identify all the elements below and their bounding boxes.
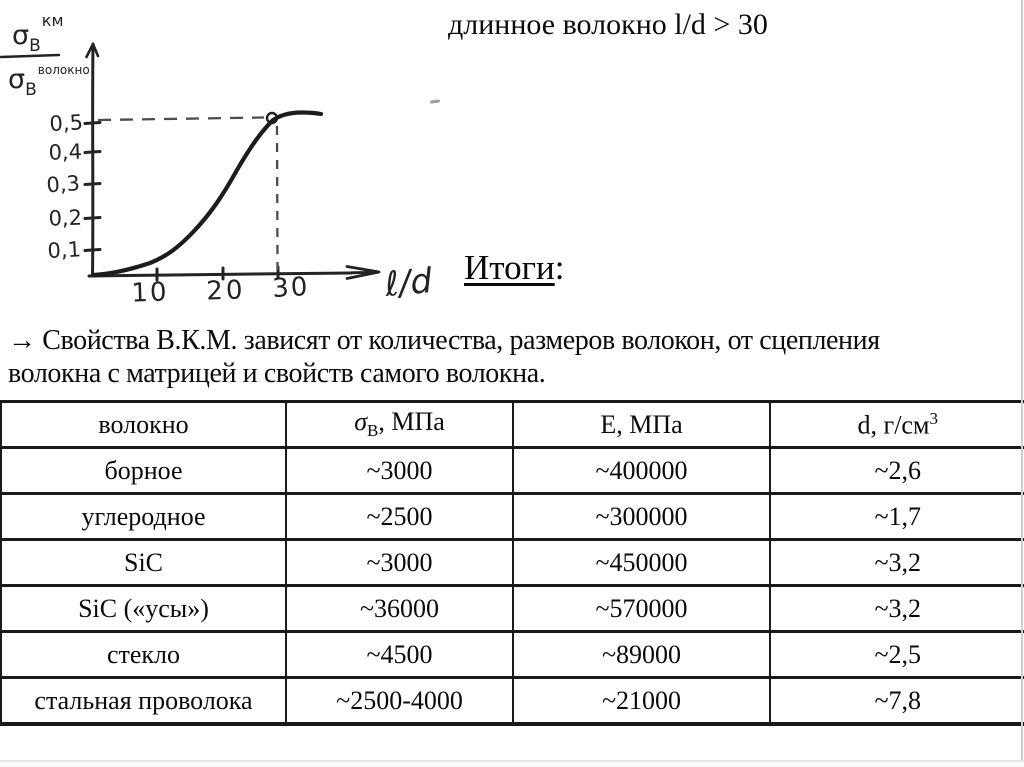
cell-density: ~2,5 xyxy=(769,630,1024,679)
table-header-row: волокно σВ, МПа Е, МПа d, г/см3 xyxy=(0,400,1024,449)
header-fiber: волокно xyxy=(0,400,287,449)
y-tick-label: 0,5 xyxy=(49,110,84,136)
cell-sigma: ~3000 xyxy=(285,446,514,495)
y-tick-label: 0,2 xyxy=(48,206,82,231)
header-density: d, г/см3 xyxy=(769,400,1024,449)
sigma-units: , МПа xyxy=(378,407,445,437)
cell-fiber: SiC («усы») xyxy=(0,584,287,633)
y-axis-arrowhead xyxy=(85,42,100,59)
cell-density: ~3,2 xyxy=(769,584,1024,633)
cell-sigma: ~2500-4000 xyxy=(285,676,514,726)
cell-fiber: стекло xyxy=(0,630,287,679)
y-axis-label-numerator: σВкм xyxy=(12,11,64,56)
summary-paragraph: → Свойства В.К.М. зависят от количества,… xyxy=(8,324,998,390)
x-axis-arrowhead xyxy=(345,265,381,280)
cell-fiber: SiC xyxy=(0,538,287,587)
chart-canvas: σВкм σВволокно xyxy=(0,11,434,309)
results-word: Итоги xyxy=(464,248,555,287)
y-axis-label-denominator: σВволокно xyxy=(8,63,90,100)
y-tick-marks xyxy=(83,121,102,252)
table-row: SiC («усы») ~36000 ~570000 ~3,2 xyxy=(0,584,1024,633)
results-colon: : xyxy=(554,248,565,287)
density-superscript: 3 xyxy=(929,408,938,428)
y-axis-label: σВкм σВволокно xyxy=(0,11,90,100)
x-axis-label: ℓ/d xyxy=(382,261,434,305)
table-row: углеродное ~2500 ~300000 ~1,7 xyxy=(0,492,1024,541)
y-tick-label: 0,1 xyxy=(47,237,82,263)
density-base: d, г/см xyxy=(857,410,930,440)
cell-sigma: ~4500 xyxy=(285,630,514,679)
cell-density: ~3,2 xyxy=(769,538,1024,587)
cell-fiber: борное xyxy=(0,446,287,495)
cell-modulus: ~450000 xyxy=(512,538,771,587)
cell-fiber: углеродное xyxy=(0,492,287,541)
cell-sigma: ~3000 xyxy=(285,538,514,587)
slide-right-edge xyxy=(1021,0,1023,767)
vertical-guide-dashed xyxy=(275,125,279,271)
sigma-subscript: В xyxy=(367,421,379,441)
cell-modulus: ~300000 xyxy=(512,492,771,541)
cell-modulus: ~89000 xyxy=(512,630,771,679)
slide-bottom-strip xyxy=(0,760,1024,767)
cell-sigma: ~2500 xyxy=(285,492,514,541)
hand-drawn-chart: σВкм σВволокно xyxy=(0,0,440,312)
x-tick-label: 20 xyxy=(206,275,246,306)
summary-line-1: → Свойства В.К.М. зависят от количества,… xyxy=(8,325,880,356)
x-tick-label: 10 xyxy=(131,277,169,308)
cell-modulus: ~400000 xyxy=(512,446,771,495)
table-row: SiC ~3000 ~450000 ~3,2 xyxy=(0,538,1024,587)
cell-fiber: стальная проволока xyxy=(0,676,287,726)
cell-modulus: ~21000 xyxy=(512,676,771,726)
fiber-properties-table: волокно σВ, МПа Е, МПа d, г/см3 борное ~… xyxy=(0,400,1024,726)
cell-density: ~2,6 xyxy=(769,446,1024,495)
results-heading: Итоги: xyxy=(464,248,564,288)
header-modulus: Е, МПа xyxy=(512,400,771,449)
y-tick-labels: 0,5 0,4 0,3 0,2 0,1 xyxy=(46,110,84,263)
header-sigma: σВ, МПа xyxy=(285,400,514,449)
cell-modulus: ~570000 xyxy=(512,584,771,633)
summary-line-2: волокна с матрицей и свойств самого воло… xyxy=(8,358,546,389)
table-row: стальная проволока ~2500-4000 ~21000 ~7,… xyxy=(0,676,1024,726)
y-tick-label: 0,3 xyxy=(46,171,81,197)
fraction-bar xyxy=(0,53,61,59)
saturation-curve xyxy=(91,110,324,278)
x-tick-label: 30 xyxy=(272,272,311,304)
slide-title: длинное волокно l/d > 30 xyxy=(448,8,768,41)
y-axis xyxy=(91,42,95,278)
cell-density: ~7,8 xyxy=(769,676,1024,726)
cell-density: ~1,7 xyxy=(769,492,1024,541)
y-tick-label: 0,4 xyxy=(48,140,82,165)
table-row: стекло ~4500 ~89000 ~2,5 xyxy=(0,630,1024,679)
sigma-symbol: σ xyxy=(354,407,368,437)
table-row: борное ~3000 ~400000 ~2,6 xyxy=(0,446,1024,495)
x-tick-labels: 10 20 30 xyxy=(131,272,310,309)
cell-sigma: ~36000 xyxy=(285,584,514,633)
horizontal-guide-dashed xyxy=(97,116,265,122)
